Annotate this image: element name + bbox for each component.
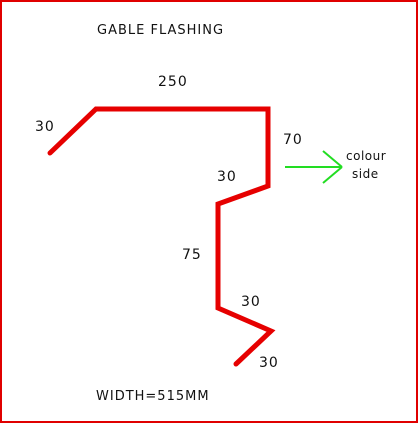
colour-side-line2: side [352, 167, 379, 181]
colour-side-line1: colour [346, 149, 386, 163]
diagram-title: GABLE FLASHING [97, 23, 224, 38]
right-drop-label: 70 [283, 132, 303, 148]
upper-step-label: 30 [217, 169, 237, 185]
bottom-lip-label: 30 [259, 355, 279, 371]
top-left-lip-label: 30 [35, 119, 55, 135]
flashing-profile [47, 106, 276, 367]
top-length-label: 250 [158, 74, 188, 90]
middle-drop-label: 75 [182, 247, 202, 263]
colour-side-arrow [285, 150, 343, 184]
width-label: WIDTH=515MM [96, 389, 210, 404]
lower-step-label: 30 [241, 294, 261, 310]
